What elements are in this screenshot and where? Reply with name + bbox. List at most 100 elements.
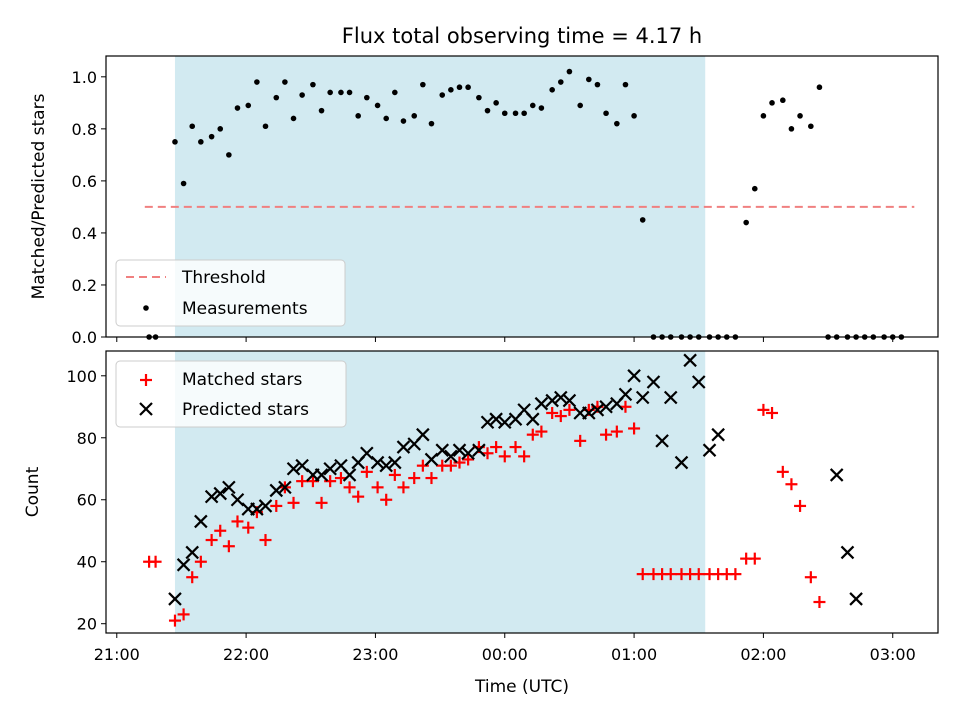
predicted-star-point <box>590 403 605 417</box>
predicted-star-point <box>849 592 863 606</box>
predicted-star-point <box>711 427 725 442</box>
predicted-star-point <box>599 400 613 414</box>
marker-stroke <box>222 480 236 495</box>
predicted-star-point <box>472 443 486 457</box>
legend: Matched stars Predicted stars <box>115 360 347 428</box>
marker-stroke <box>258 499 273 513</box>
matched-star-point <box>343 481 356 494</box>
predicted-star-point <box>534 396 549 411</box>
predicted-star-point <box>204 489 219 504</box>
predicted-star-point <box>627 369 641 383</box>
predicted-star-point <box>396 440 411 454</box>
measurement-point <box>586 76 592 83</box>
matched-star-point <box>664 568 677 581</box>
predicted-star-point <box>388 455 402 470</box>
measurement-point <box>355 113 361 119</box>
matched-star-point <box>324 475 337 488</box>
matched-star-point <box>628 422 641 435</box>
measurement-point <box>751 185 758 192</box>
legend-predicted-swatch <box>139 402 153 416</box>
matched-star-point <box>371 481 384 494</box>
marker-stroke <box>702 443 717 457</box>
count-panel: 20 40 60 80 100 21:00 22:00 23:00 00:00 01:00 02:0… <box>23 350 939 697</box>
measurement-point <box>493 100 499 106</box>
measurement-point <box>420 81 426 88</box>
marker-stroke <box>342 468 357 482</box>
marker-stroke <box>711 427 725 442</box>
matched-star-point <box>168 614 181 627</box>
measurement-point <box>374 102 381 109</box>
predicted-star-point <box>635 390 650 405</box>
matched-star-point <box>610 425 623 438</box>
predicted-star-point <box>379 458 393 473</box>
x-tick-label: 22:00 <box>223 645 269 664</box>
marker-stroke <box>627 369 641 383</box>
x-tick-label: 21:00 <box>94 645 140 664</box>
marker-stroke <box>562 393 577 408</box>
marker-stroke <box>278 480 292 495</box>
measurement-point <box>273 94 280 101</box>
predicted-star-point <box>562 393 577 408</box>
predicted-star-point <box>194 514 208 529</box>
figure-title: Flux total observing time = 4.17 h <box>342 24 702 48</box>
measurement-point <box>310 81 316 88</box>
measurement-point <box>400 118 407 124</box>
marker-stroke <box>655 434 669 448</box>
matched-star-point <box>177 608 190 621</box>
predicted-star-point <box>323 461 337 476</box>
matched-star-point <box>352 490 365 503</box>
marker-stroke <box>444 449 458 464</box>
matched-star-point <box>360 465 373 478</box>
legend-threshold-label: Threshold <box>181 268 266 288</box>
predicted-star-point <box>702 443 717 457</box>
marker-stroke <box>582 406 596 420</box>
predicted-star-point <box>278 480 292 495</box>
legend-matched-label: Matched stars <box>182 370 302 390</box>
marker-stroke <box>185 545 199 560</box>
matched-star-point <box>397 481 410 494</box>
measurement-point <box>217 126 224 132</box>
marker-stroke <box>435 443 450 457</box>
matched-star-point <box>804 571 817 584</box>
marker-stroke <box>250 502 264 516</box>
measurement-point <box>577 102 583 109</box>
measurement-point <box>538 105 545 111</box>
marker-stroke <box>590 403 605 417</box>
matched-star-point <box>600 428 613 441</box>
marker-stroke <box>618 387 633 402</box>
matched-star-point <box>729 568 742 581</box>
measurement-point <box>780 97 786 104</box>
measurement-point <box>254 79 260 85</box>
matched-star-point <box>149 555 162 568</box>
measurement-point <box>318 107 325 114</box>
matched-star-point <box>554 410 567 423</box>
predicted-star-point <box>452 443 467 457</box>
predicted-star-point <box>655 434 669 448</box>
predicted-star-point <box>185 545 199 560</box>
matched-star-point <box>444 459 457 472</box>
matched-star-point <box>794 499 807 512</box>
measurement-point <box>639 217 646 223</box>
predicted-star-point <box>370 455 385 470</box>
marker-stroke <box>334 458 348 473</box>
predicted-star-point <box>269 483 284 498</box>
predicted-star-point <box>230 492 245 507</box>
legend-box <box>115 360 347 428</box>
predicted-star-point <box>168 592 182 606</box>
matched-star-point <box>518 450 531 463</box>
legend: Threshold Measurements <box>115 259 346 327</box>
legend-predicted-label: Predicted stars <box>182 400 309 420</box>
matched-star-point <box>388 468 401 481</box>
predicted-star-point <box>342 468 357 482</box>
measurement-point <box>383 115 390 122</box>
matched-star-point <box>692 568 705 581</box>
predicted-star-point <box>444 449 458 464</box>
measurement-point <box>226 152 232 158</box>
marker-stroke <box>424 452 439 467</box>
predicted-star-point <box>295 458 309 473</box>
measurement-point <box>816 84 823 91</box>
measurement-point <box>392 89 398 96</box>
marker-stroke <box>683 353 697 368</box>
predicted-star-point <box>618 387 633 402</box>
